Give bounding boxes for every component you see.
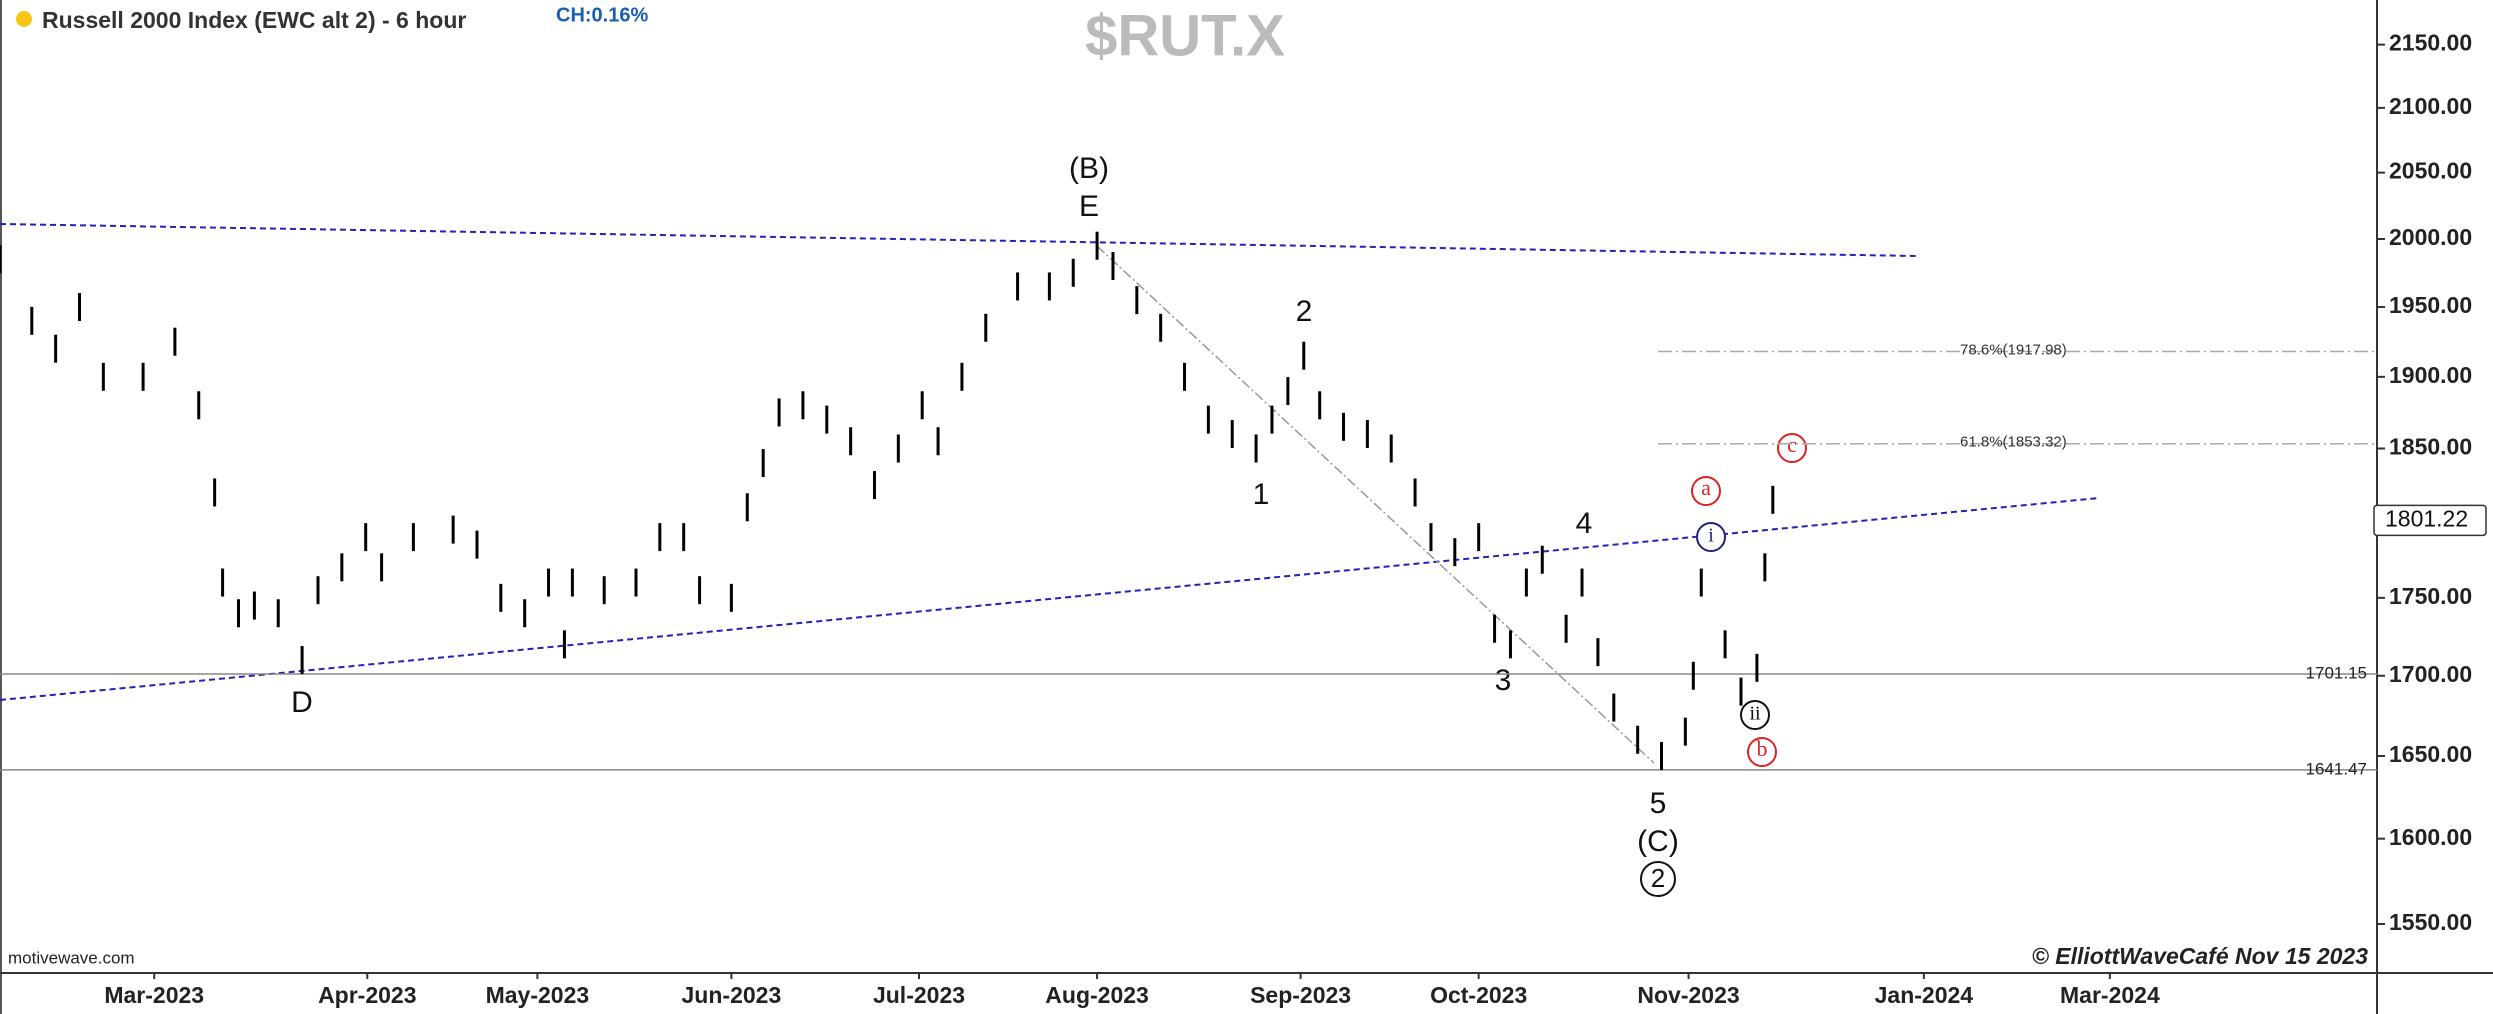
wave-label: 3 <box>1495 664 1512 697</box>
wave-circle <box>1691 476 1721 506</box>
copyright: © ElliottWaveCafé Nov 15 2023 <box>2032 943 2368 969</box>
channel-line <box>1096 245 1655 764</box>
x-tick-label: Apr-2023 <box>318 982 416 1008</box>
fib-label: 78.6%(1917.98) <box>1960 341 2067 358</box>
x-tick-label: Oct-2023 <box>1430 982 1527 1008</box>
wave-circle <box>1747 737 1777 767</box>
x-tick-label: Jan-2024 <box>1875 982 1974 1008</box>
x-tick-label: Nov-2023 <box>1637 982 1739 1008</box>
y-tick-label: 1650.00 <box>2389 741 2472 767</box>
wave-label: a <box>1701 475 1711 500</box>
wave-label: 2 <box>1651 863 1665 893</box>
wave-label: D <box>291 686 313 719</box>
fib-label: 61.8%(1853.32) <box>1960 434 2067 451</box>
level-label: 1641.47 <box>2306 759 2367 778</box>
x-tick-label: May-2023 <box>486 982 590 1008</box>
y-tick-label: 2050.00 <box>2389 158 2472 184</box>
y-tick-label: 1950.00 <box>2389 292 2472 318</box>
wave-label: 1 <box>1253 478 1270 511</box>
wave-label: 4 <box>1576 507 1593 540</box>
wave-circle <box>1777 433 1807 463</box>
wave-label: i <box>1708 525 1714 547</box>
wave-circle <box>1740 700 1770 730</box>
wave-label: (C) <box>1637 825 1679 858</box>
y-tick-label: 1750.00 <box>2389 583 2472 609</box>
y-tick-label: 1850.00 <box>2389 434 2472 460</box>
x-tick-label: Jul-2023 <box>873 982 965 1008</box>
wave-label: E <box>1079 190 1099 223</box>
last-price-label: 1801.22 <box>2385 505 2468 531</box>
chart-title: Russell 2000 Index (EWC alt 2) - 6 hour <box>42 7 466 33</box>
wave-labels: (B) E D 1 2 3 4 5 (C) 2 a b c i ii <box>291 152 1807 897</box>
x-tick-label: Mar-2023 <box>104 982 204 1008</box>
y-tick-label: 1550.00 <box>2389 909 2472 935</box>
x-tick-label: Sep-2023 <box>1250 982 1351 1008</box>
wave-label: (B) <box>1069 152 1109 185</box>
level-label: 1701.15 <box>2306 663 2367 682</box>
source: motivewave.com <box>8 948 135 967</box>
last-price-box <box>2373 504 2487 537</box>
wave-label: 2 <box>1296 295 1313 328</box>
x-tick-label: Mar-2024 <box>2060 982 2160 1008</box>
wave-circle <box>1640 861 1676 897</box>
wave-circle <box>1696 522 1726 552</box>
y-tick-label: 2100.00 <box>2389 93 2472 119</box>
y-tick-label: 1600.00 <box>2389 824 2472 850</box>
wave-label: ii <box>1749 703 1761 725</box>
lower-trendline <box>0 497 2100 701</box>
y-tick-label: 2000.00 <box>2389 224 2472 250</box>
wave-label: c <box>1787 432 1797 457</box>
y-tick-label: 2150.00 <box>2389 30 2472 56</box>
y-tick-label: 1700.00 <box>2389 661 2472 687</box>
wave-label: b <box>1757 736 1768 761</box>
change: CH:0.16% <box>556 4 648 26</box>
x-tick-label: Jun-2023 <box>682 982 782 1008</box>
watermark: $RUT.X <box>1085 3 1285 68</box>
status-dot <box>16 11 32 27</box>
y-tick-label: 1900.00 <box>2389 362 2472 388</box>
wave-label: 5 <box>1650 787 1667 820</box>
x-tick-label: Aug-2023 <box>1045 982 1149 1008</box>
